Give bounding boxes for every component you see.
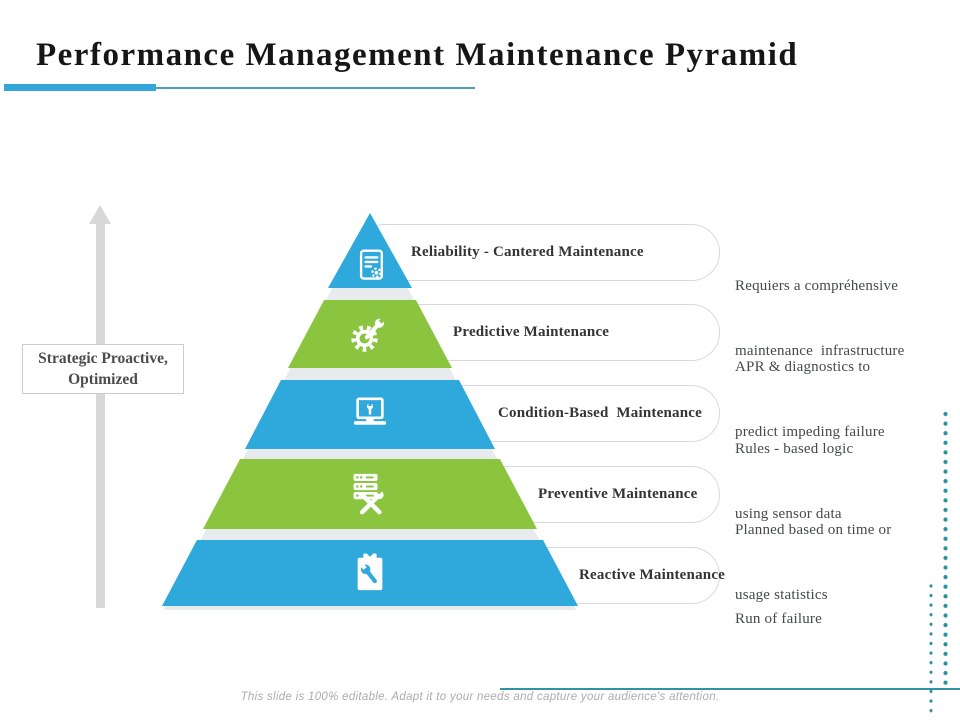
maturity-arrow-shaft <box>96 222 105 608</box>
level-label: Reactive Maintenance <box>579 567 726 583</box>
pyramid-level-4-preventive <box>203 459 537 529</box>
description-line: using sensor data <box>735 505 842 522</box>
description-line: maintenance infrastructure <box>735 342 905 359</box>
clipboard-wrench-icon <box>357 553 383 591</box>
description-line: predict impeding failure <box>735 423 885 440</box>
description-line: Planned based on time or <box>735 522 892 538</box>
level-label: Reliability - Cantered Maintenance <box>411 244 644 260</box>
level-label: Condition-Based Maintenance <box>498 405 702 421</box>
level-label: Predictive Maintenance <box>453 324 610 340</box>
level-description-reliability: Requiers a compréhensive maintenance inf… <box>735 233 905 405</box>
pyramid-level-3-condition-based <box>245 380 495 449</box>
dotted-line-right <box>942 410 949 688</box>
description-line: Run of failure <box>735 611 822 627</box>
description-line: Rules - based logic <box>735 441 854 457</box>
level-description-reactive: Run of failure <box>735 566 822 717</box>
level-description-predictive: APR & diagnostics to predict impeding fa… <box>735 314 885 486</box>
document-gear-icon <box>359 249 383 280</box>
description-line: usage statistics <box>735 586 828 603</box>
up-arrow-icon <box>89 205 111 224</box>
laptop-wrench-icon <box>353 397 387 425</box>
title-underline-accent <box>4 84 156 91</box>
slide-title: Performance Management Maintenance Pyram… <box>36 37 799 73</box>
level-pill-reliability: Reliability - Cantered Maintenance <box>356 224 720 281</box>
description-line: APR & diagnostics to <box>735 359 871 375</box>
title-underline-line <box>156 87 475 89</box>
level-label: Preventive Maintenance <box>538 486 698 502</box>
level-description-condition-based: Rules - based logic using sensor data <box>735 396 853 568</box>
level-description-preventive: Planned based on time or usage statistic… <box>735 477 891 649</box>
axis-label-box: Strategic Proactive, Optimized <box>22 344 184 394</box>
footer-divider-line <box>500 688 960 690</box>
axis-label-line1: Strategic Proactive, <box>38 350 168 367</box>
footer-note: This slide is 100% editable. Adapt it to… <box>240 691 720 703</box>
pyramid-level-5-reactive <box>162 540 578 606</box>
description-line: Requiers a compréhensive <box>735 278 899 294</box>
gear-wrench-icon <box>351 317 386 352</box>
server-tools-icon <box>353 473 384 515</box>
axis-label-line2: Optimized <box>68 371 138 388</box>
dotted-line-left <box>928 582 934 718</box>
